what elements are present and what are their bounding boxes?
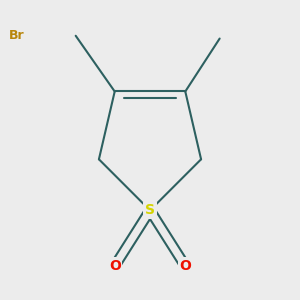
Text: Br: Br: [9, 29, 25, 42]
Text: S: S: [145, 203, 155, 218]
Text: O: O: [109, 259, 121, 273]
Text: O: O: [179, 259, 191, 273]
